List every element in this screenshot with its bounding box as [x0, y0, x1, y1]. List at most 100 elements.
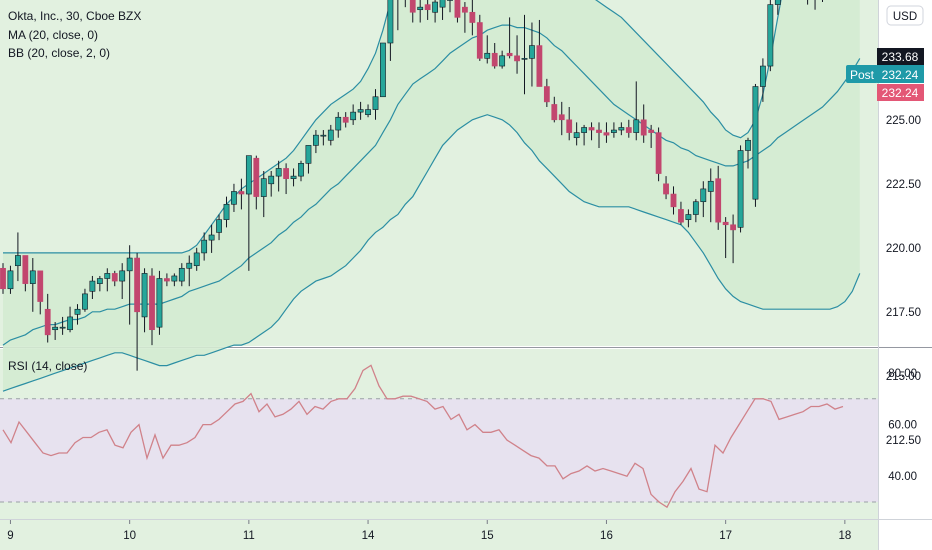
- candle[interactable]: [514, 35, 520, 74]
- legend-bb[interactable]: BB (20, close, 2, 0): [8, 46, 110, 60]
- candle[interactable]: [715, 165, 722, 230]
- candle[interactable]: [663, 176, 669, 200]
- candle[interactable]: [506, 17, 513, 59]
- candle[interactable]: [141, 268, 148, 333]
- candle[interactable]: [409, 0, 416, 23]
- candle[interactable]: [283, 163, 289, 195]
- candle[interactable]: [260, 171, 267, 218]
- candle[interactable]: [342, 112, 349, 128]
- legend-symbol[interactable]: Okta, Inc., 30, Cboe BZX: [8, 9, 141, 23]
- candle[interactable]: [29, 258, 36, 312]
- candle[interactable]: [737, 145, 744, 233]
- candle[interactable]: [678, 201, 684, 225]
- candle[interactable]: [67, 306, 73, 333]
- candle[interactable]: [44, 293, 51, 343]
- candle[interactable]: [104, 268, 111, 292]
- candle[interactable]: [134, 252, 140, 371]
- legend-rsi[interactable]: RSI (14, close): [8, 359, 87, 373]
- candle[interactable]: [752, 83, 759, 207]
- candle[interactable]: [759, 58, 766, 102]
- candle[interactable]: [670, 186, 677, 215]
- candle[interactable]: [692, 199, 699, 223]
- rsi-line[interactable]: [2, 364, 844, 509]
- candle[interactable]: [745, 137, 751, 169]
- candle[interactable]: [618, 122, 625, 136]
- candle[interactable]: [357, 101, 364, 120]
- candle[interactable]: [111, 270, 118, 287]
- legend-ma[interactable]: MA (20, close, 0): [8, 28, 98, 42]
- candle[interactable]: [707, 168, 714, 223]
- candle[interactable]: [290, 168, 297, 187]
- candle[interactable]: [417, 0, 424, 23]
- candle[interactable]: [350, 104, 357, 125]
- candle[interactable]: [700, 181, 707, 218]
- candle[interactable]: [223, 196, 230, 228]
- candle[interactable]: [305, 145, 312, 174]
- candle[interactable]: [245, 155, 252, 271]
- candle[interactable]: [499, 50, 506, 69]
- candle[interactable]: [15, 232, 21, 282]
- candle[interactable]: [633, 81, 640, 141]
- candle[interactable]: [581, 124, 587, 146]
- candle[interactable]: [216, 214, 222, 241]
- candle[interactable]: [476, 14, 483, 61]
- candle[interactable]: [625, 119, 632, 138]
- candle[interactable]: [126, 245, 133, 325]
- candle[interactable]: [119, 263, 126, 299]
- candle[interactable]: [89, 275, 96, 299]
- candle[interactable]: [610, 122, 617, 138]
- candle[interactable]: [96, 275, 103, 292]
- candle[interactable]: [558, 101, 565, 136]
- candle[interactable]: [156, 270, 163, 335]
- candle[interactable]: [52, 322, 59, 340]
- candle[interactable]: [655, 127, 662, 182]
- candle[interactable]: [603, 122, 610, 143]
- candle[interactable]: [521, 14, 528, 95]
- candle[interactable]: [201, 232, 208, 261]
- candle[interactable]: [447, 0, 453, 13]
- candle[interactable]: [424, 0, 431, 20]
- candle[interactable]: [685, 209, 692, 228]
- candle[interactable]: [186, 255, 193, 287]
- candle[interactable]: [640, 104, 647, 143]
- candle[interactable]: [573, 122, 580, 146]
- candle[interactable]: [432, 0, 438, 23]
- candle[interactable]: [149, 268, 155, 346]
- candle[interactable]: [253, 155, 260, 210]
- candle[interactable]: [395, 0, 400, 31]
- candle[interactable]: [439, 0, 446, 20]
- candle[interactable]: [372, 89, 379, 120]
- candle[interactable]: [231, 183, 237, 212]
- candle[interactable]: [461, 2, 468, 33]
- candle[interactable]: [774, 0, 781, 15]
- candle[interactable]: [722, 217, 729, 259]
- candle[interactable]: [327, 124, 334, 146]
- candle[interactable]: [551, 96, 558, 123]
- candle[interactable]: [536, 19, 543, 87]
- candle[interactable]: [387, 0, 394, 61]
- candle[interactable]: [588, 122, 595, 141]
- candle[interactable]: [596, 122, 602, 148]
- bb-upper-line[interactable]: [3, 0, 860, 254]
- candle[interactable]: [268, 171, 275, 197]
- candle[interactable]: [767, 0, 774, 72]
- candle[interactable]: [454, 0, 461, 23]
- candle[interactable]: [37, 270, 44, 315]
- candle[interactable]: [730, 214, 736, 264]
- candle[interactable]: [491, 43, 498, 69]
- candle[interactable]: [74, 304, 81, 325]
- candle[interactable]: [529, 22, 535, 87]
- candle[interactable]: [312, 130, 319, 154]
- candle[interactable]: [365, 104, 371, 118]
- candle[interactable]: [648, 124, 655, 148]
- candle[interactable]: [164, 273, 170, 287]
- currency-button[interactable]: USD: [886, 5, 924, 26]
- candle[interactable]: [543, 78, 550, 107]
- candle[interactable]: [22, 255, 29, 292]
- candle[interactable]: [59, 316, 66, 335]
- candle[interactable]: [238, 178, 245, 210]
- candle[interactable]: [469, 0, 476, 36]
- candle[interactable]: [275, 160, 282, 192]
- candle[interactable]: [320, 130, 327, 146]
